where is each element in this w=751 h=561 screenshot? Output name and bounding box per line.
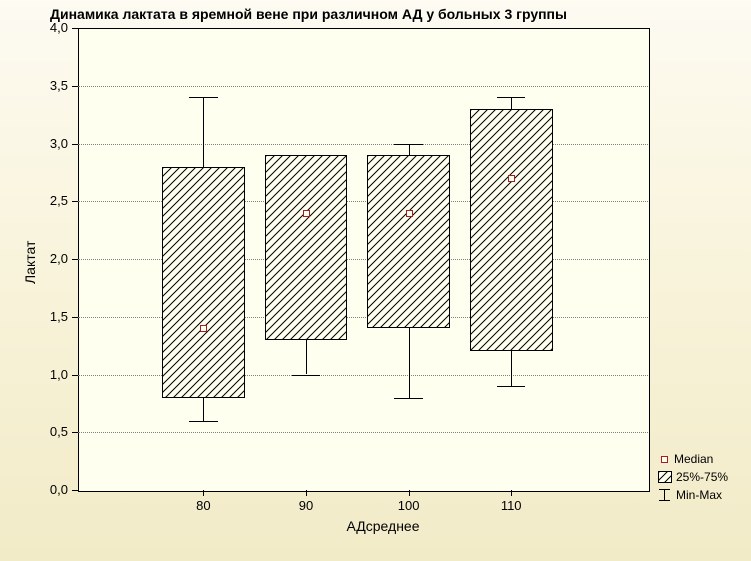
- whisker-lower: [306, 340, 307, 375]
- legend-label: 25%-75%: [676, 470, 728, 484]
- x-tick: [203, 490, 204, 496]
- grid-line: [78, 432, 648, 433]
- y-tick-label: 4,0: [38, 20, 68, 35]
- x-tick: [409, 490, 410, 496]
- x-tick: [511, 490, 512, 496]
- y-tick: [72, 201, 78, 202]
- y-axis-title: Лактат: [22, 241, 38, 284]
- whisker-lower: [511, 351, 512, 386]
- median-marker: [406, 210, 413, 217]
- box-icon: [658, 471, 672, 483]
- median-marker: [508, 175, 515, 182]
- y-tick: [72, 28, 78, 29]
- whisker-upper: [409, 144, 410, 156]
- whisker-icon: [658, 489, 672, 501]
- box: [470, 109, 553, 352]
- box: [162, 167, 245, 398]
- box: [265, 155, 348, 340]
- whisker-cap-max: [394, 144, 423, 145]
- y-tick-label: 2,0: [38, 251, 68, 266]
- y-tick-label: 2,5: [38, 193, 68, 208]
- y-tick-label: 0,0: [38, 482, 68, 497]
- whisker-cap-min: [189, 421, 218, 422]
- y-tick-label: 1,0: [38, 367, 68, 382]
- y-tick-label: 1,5: [38, 309, 68, 324]
- legend-label: Min-Max: [676, 488, 722, 502]
- whisker-cap-min: [497, 386, 526, 387]
- median-icon: [661, 456, 668, 463]
- whisker-cap-max: [189, 97, 218, 98]
- whisker-upper: [203, 97, 204, 166]
- legend-item-box: 25%-75%: [658, 468, 728, 486]
- x-tick: [306, 490, 307, 496]
- whisker-cap-min: [394, 398, 423, 399]
- box: [367, 155, 450, 328]
- y-tick: [72, 490, 78, 491]
- x-tick-label: 110: [491, 498, 531, 513]
- y-tick-label: 0,5: [38, 424, 68, 439]
- y-tick: [72, 375, 78, 376]
- legend: Median 25%-75% Min-Max: [658, 450, 728, 504]
- whisker-cap-max: [497, 97, 526, 98]
- legend-item-median: Median: [658, 450, 728, 468]
- median-marker: [303, 210, 310, 217]
- grid-line: [78, 86, 648, 87]
- x-tick-label: 90: [286, 498, 326, 513]
- grid-line: [78, 144, 648, 145]
- whisker-lower: [409, 328, 410, 397]
- x-axis-title: АДсреднее: [323, 518, 443, 534]
- whisker-upper: [511, 97, 512, 109]
- y-tick-label: 3,5: [38, 78, 68, 93]
- median-marker: [200, 325, 207, 332]
- x-tick-label: 100: [389, 498, 429, 513]
- y-tick: [72, 144, 78, 145]
- chart-title: Динамика лактата в яремной вене при разл…: [50, 6, 567, 22]
- y-tick: [72, 432, 78, 433]
- whisker-cap-min: [292, 375, 321, 376]
- x-tick-label: 80: [183, 498, 223, 513]
- y-tick: [72, 86, 78, 87]
- legend-item-whisker: Min-Max: [658, 486, 728, 504]
- y-tick: [72, 259, 78, 260]
- chart-page: Динамика лактата в яремной вене при разл…: [0, 0, 751, 561]
- whisker-lower: [203, 398, 204, 421]
- legend-label: Median: [674, 452, 713, 466]
- y-tick: [72, 317, 78, 318]
- y-tick-label: 3,0: [38, 136, 68, 151]
